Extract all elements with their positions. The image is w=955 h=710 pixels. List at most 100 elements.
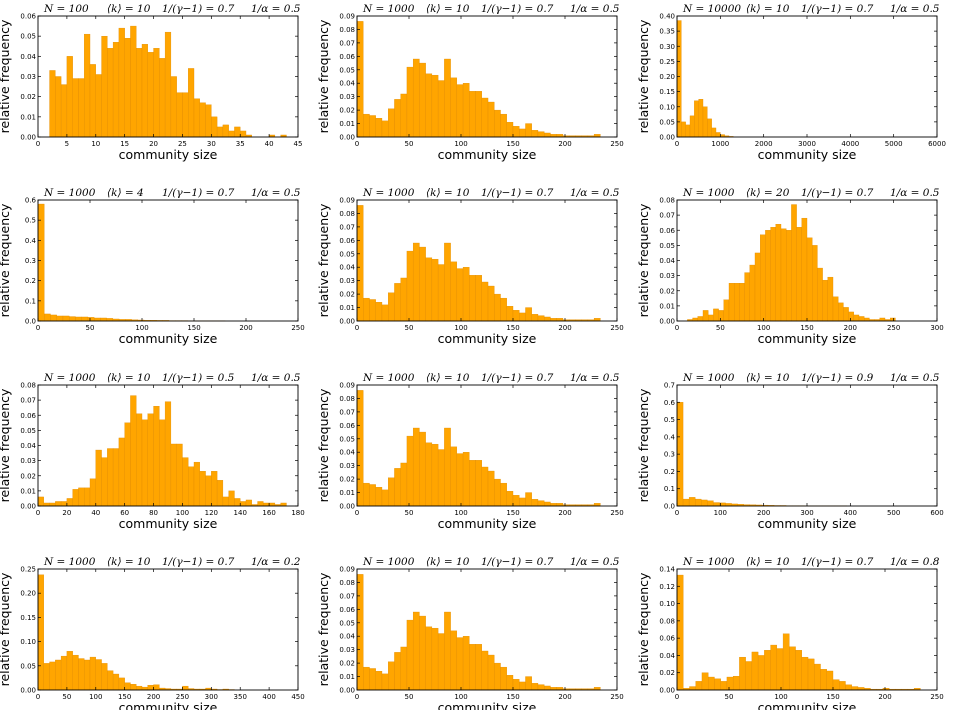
histogram-bar xyxy=(812,245,818,322)
x-axis-label: community size xyxy=(758,516,857,531)
histogram-bar xyxy=(356,205,364,322)
parameter-label: ⟨k⟩ = 10 xyxy=(426,556,470,568)
histogram-bar xyxy=(431,258,439,322)
histogram-bar xyxy=(375,118,383,138)
histogram-bar xyxy=(49,661,56,691)
histogram-bar xyxy=(400,646,408,691)
histogram-bar xyxy=(170,443,177,507)
histogram-bar xyxy=(437,449,445,507)
parameter-label: 1/α = 0.5 xyxy=(570,187,620,199)
x-tick-label: 400 xyxy=(844,509,857,517)
histogram-bar xyxy=(444,427,451,507)
y-tick-label: 0.01 xyxy=(339,120,355,128)
y-tick-label: 0.05 xyxy=(20,33,36,41)
y-tick-label: 0.05 xyxy=(339,250,355,258)
histogram-bar xyxy=(363,482,370,507)
y-tick-label: 0.00 xyxy=(659,687,675,695)
histogram-bar xyxy=(87,317,95,322)
x-tick-label: 150 xyxy=(800,324,813,332)
histogram-bar xyxy=(475,275,482,322)
y-tick-label: 0.04 xyxy=(659,652,675,660)
y-tick-label: 0.02 xyxy=(339,476,355,484)
y-tick-label: 0.5 xyxy=(664,416,675,424)
histogram-bar xyxy=(839,681,846,691)
x-tick-label: 250 xyxy=(610,324,623,332)
histogram-bar xyxy=(718,310,724,322)
histogram-bar xyxy=(851,686,859,691)
y-axis-label: relative frequency xyxy=(636,19,651,133)
histogram-bar xyxy=(494,662,501,691)
histogram-bar xyxy=(369,484,376,507)
parameter-label: N = 1000 xyxy=(43,372,96,384)
histogram-bar xyxy=(222,496,229,507)
y-tick-label: 0.00 xyxy=(20,134,36,142)
histogram-bar xyxy=(356,574,364,691)
x-tick-label: 150 xyxy=(506,693,519,701)
histogram-bar xyxy=(89,478,96,507)
histogram-bar xyxy=(796,227,802,322)
x-tick-label: 200 xyxy=(558,509,571,517)
histogram-bar xyxy=(734,283,740,322)
histogram-bar xyxy=(101,35,108,138)
x-tick-label: 20 xyxy=(62,509,71,517)
x-tick-label: 600 xyxy=(930,509,943,517)
histogram-bar xyxy=(494,109,501,138)
y-tick-label: 0.2 xyxy=(25,277,36,285)
parameter-label: 1/(γ−1) = 0.7 xyxy=(162,556,235,568)
x-tick-label: 100 xyxy=(454,509,467,517)
histogram-bar xyxy=(124,38,131,138)
parameter-label: 1/α = 0.5 xyxy=(251,3,301,15)
y-tick-label: 0.00 xyxy=(20,503,36,511)
histogram-bar xyxy=(853,314,860,322)
histogram-bar xyxy=(506,675,514,691)
histogram-panel: 0 50 100 150 200 250 0.00 0.01 0.02 0.03 0.04 0.05 0… xyxy=(316,556,624,710)
histogram-bar xyxy=(701,499,708,507)
histogram-bar xyxy=(118,677,125,691)
y-axis-label: relative frequency xyxy=(0,203,12,317)
histogram-bar xyxy=(124,422,131,507)
histogram-bar xyxy=(431,443,439,507)
y-tick-label: 0.07 xyxy=(20,397,36,405)
x-tick-label: 60 xyxy=(120,509,129,517)
y-tick-label: 0.08 xyxy=(339,579,355,587)
histogram-bar xyxy=(363,666,370,691)
histogram-bar xyxy=(450,261,458,322)
histogram-bar xyxy=(469,644,476,691)
histogram-bar xyxy=(450,77,458,138)
parameter-label: 1/α = 0.5 xyxy=(251,372,301,384)
parameter-label: 1/(γ−1) = 0.9 xyxy=(801,372,874,384)
histogram-bar xyxy=(37,496,44,507)
y-axis-label: relative frequency xyxy=(316,388,331,502)
y-tick-label: 0.6 xyxy=(25,197,37,205)
histogram-bar xyxy=(707,118,712,138)
histogram-bar xyxy=(817,267,823,322)
plot-frame xyxy=(37,568,299,691)
plot-frame xyxy=(676,384,938,507)
x-axis-label: community size xyxy=(438,700,537,710)
histogram-bar xyxy=(406,250,414,322)
y-tick-label: 0.06 xyxy=(20,13,36,21)
y-tick-label: 0.07 xyxy=(339,592,355,600)
histogram-bar xyxy=(525,492,532,507)
y-tick-label: 0.03 xyxy=(659,272,675,280)
histogram-bar xyxy=(245,499,252,507)
parameter-label: N = 1000 xyxy=(362,372,415,384)
histogram-bar xyxy=(193,461,200,507)
x-tick-label: 45 xyxy=(294,140,303,148)
histogram-bar xyxy=(211,471,218,507)
histogram-bar xyxy=(363,113,370,138)
histogram-bar xyxy=(101,663,108,691)
histogram-bar xyxy=(462,267,470,322)
parameter-label: ⟨k⟩ = 10 xyxy=(746,556,790,568)
histogram-bar xyxy=(801,656,809,691)
histogram-bar xyxy=(531,683,539,691)
histogram-bar xyxy=(112,42,120,138)
x-tick-label: 30 xyxy=(207,140,216,148)
histogram-bar xyxy=(519,128,526,138)
x-tick-label: 0 xyxy=(36,140,40,148)
histogram-bar xyxy=(84,659,91,691)
histogram-bar xyxy=(176,443,183,507)
y-axis-label: relative frequency xyxy=(636,203,651,317)
histogram-bar xyxy=(697,316,704,322)
y-tick-label: 0.01 xyxy=(339,489,355,497)
